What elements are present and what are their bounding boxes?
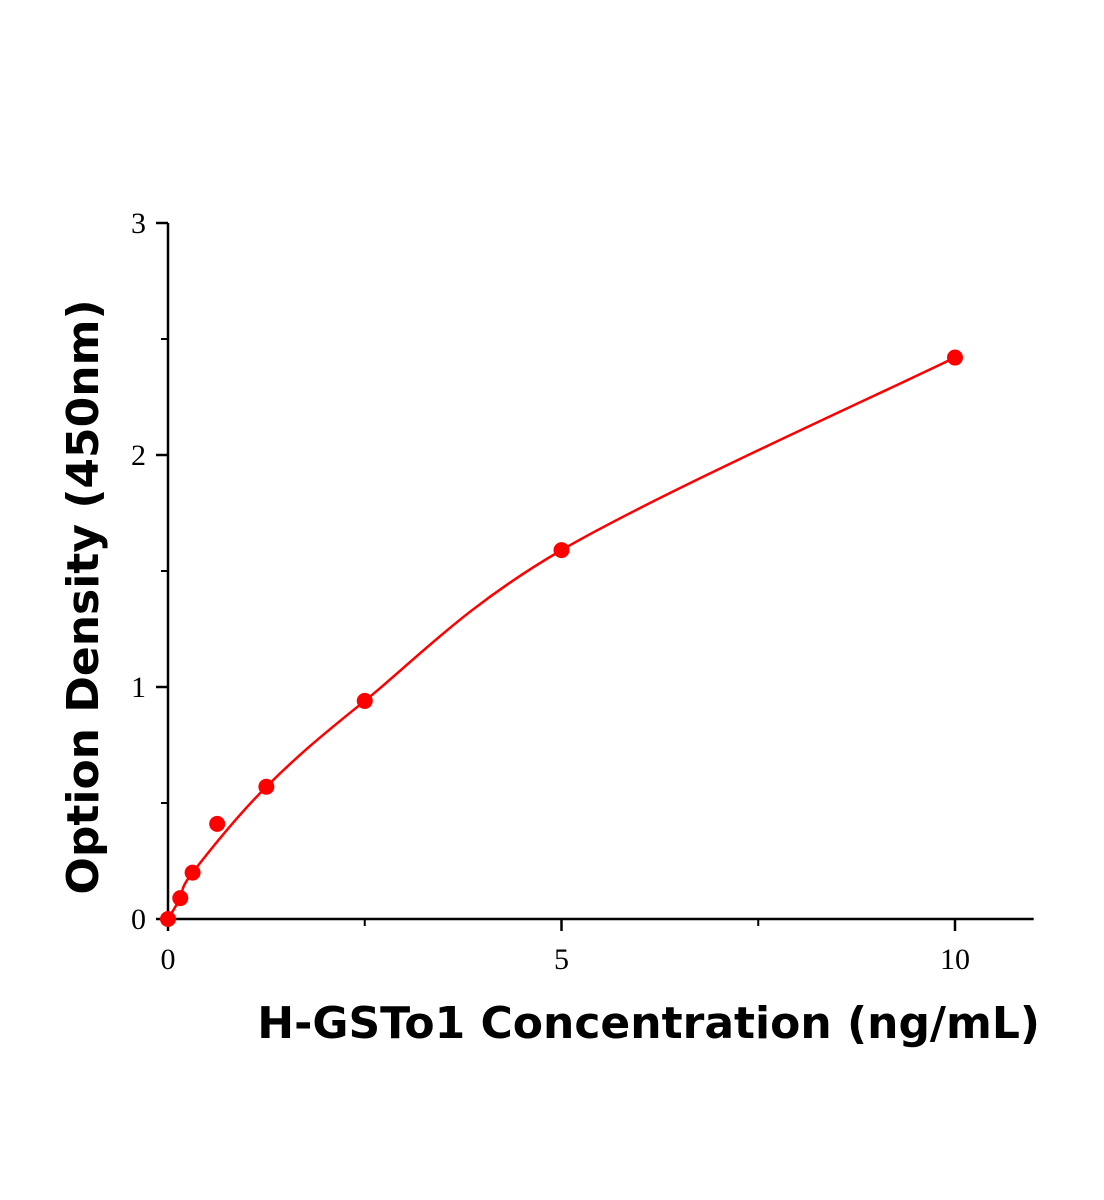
data-point: [172, 890, 189, 907]
y-tick-label: 2: [131, 439, 146, 472]
data-point: [947, 349, 963, 366]
x-tick-label: 10: [940, 943, 970, 976]
y-tick-label: 0: [131, 903, 146, 936]
data-point: [258, 778, 275, 795]
y-tick-label: 1: [131, 671, 146, 704]
fit-curve: [166, 356, 956, 920]
y-axis-label: Option Density (450nm): [58, 299, 109, 894]
y-tick-label: 3: [131, 207, 146, 240]
data-point: [184, 864, 201, 881]
data-point: [160, 911, 176, 927]
x-tick-label: 5: [554, 943, 569, 976]
x-tick-label: 0: [161, 943, 176, 976]
x-axis-label: H-GSTo1 Concentration (ng/mL): [257, 998, 1040, 1049]
data-point: [356, 692, 373, 709]
data-point: [209, 815, 226, 832]
data-point: [553, 542, 570, 559]
